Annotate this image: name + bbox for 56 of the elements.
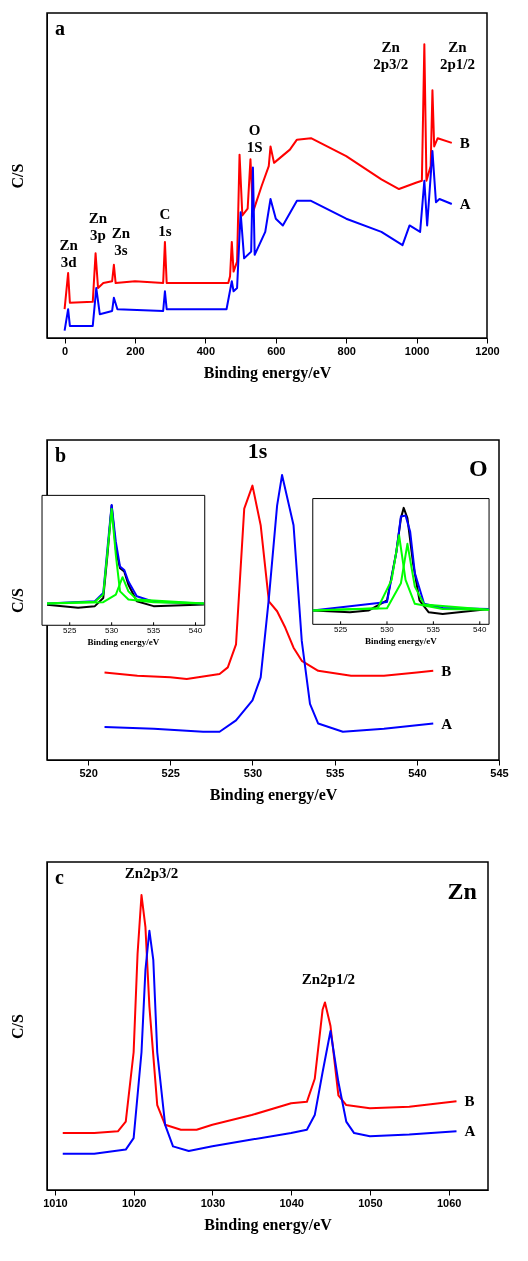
x-tick-label: 530 <box>380 625 395 635</box>
series-label: A <box>464 1123 476 1140</box>
chart-title: c <box>55 866 64 888</box>
series-label: A <box>459 196 471 212</box>
x-tick-label: 600 <box>267 344 286 357</box>
annotation: Zn 3s <box>111 225 131 259</box>
x-tick-label: 535 <box>146 626 161 636</box>
y-axis-title: C/S <box>8 1013 26 1039</box>
x-tick-label: 540 <box>473 625 487 635</box>
y-axis-title: C/S <box>8 587 26 613</box>
annotation: Zn 3d <box>59 237 79 271</box>
annotation: Zn2p1/2 <box>301 970 356 987</box>
x-axis-title: Binding energy/eV <box>209 785 338 804</box>
x-tick-label: 1010 <box>43 1196 68 1209</box>
series-label: B <box>464 1093 475 1110</box>
x-tick-label: 525 <box>161 766 180 779</box>
x-tick-label: 0 <box>62 344 69 357</box>
series-label: B <box>459 134 470 151</box>
x-tick-label: 200 <box>126 344 145 357</box>
y-axis-title: C/S <box>8 163 26 189</box>
x-tick-label: 400 <box>196 344 216 357</box>
x-tick-label: 525 <box>333 625 348 635</box>
text: Zn2p3/2 <box>124 864 179 881</box>
annotation: C 1s <box>158 205 172 239</box>
annotation: Zn 2p3/2 <box>373 39 409 73</box>
x-tick-label: 545 <box>490 766 509 779</box>
x-tick-label: 535 <box>325 766 345 779</box>
x-tick-label: 530 <box>243 766 263 779</box>
annotation: Zn 2p1/2 <box>440 39 476 73</box>
x-tick-label: 520 <box>79 766 98 779</box>
x-tick-label: 1060 <box>436 1196 462 1209</box>
text: 1s <box>247 437 268 463</box>
annotation: Zn 3p <box>88 210 108 244</box>
x-tick-label: 1000 <box>404 344 430 357</box>
series-label: B <box>441 662 452 679</box>
x-tick-label: 800 <box>337 344 356 357</box>
chart-title: a <box>55 17 65 39</box>
x-axis-title: Binding energy/eV <box>204 1215 333 1234</box>
x-tick-label: 1200 <box>475 344 500 357</box>
x-tick-label: 530 <box>104 626 119 636</box>
x-tick-label: 1050 <box>358 1196 383 1209</box>
x-tick-label: 1040 <box>279 1196 304 1209</box>
chart-title: b <box>55 444 67 466</box>
x-axis-title: Binding energy/eV <box>87 637 160 648</box>
x-tick-label: 1030 <box>200 1196 226 1209</box>
annotation: O 1S <box>246 121 263 155</box>
x-tick-label: 535 <box>426 625 441 635</box>
x-tick-label: 1020 <box>121 1196 147 1209</box>
annotation: O <box>469 454 488 481</box>
x-tick-label: 540 <box>188 626 203 636</box>
series-label: A <box>441 715 453 732</box>
x-tick-label: 540 <box>408 766 427 779</box>
annotation: Zn <box>447 877 477 904</box>
x-axis-title: Binding energy/eV <box>203 363 332 382</box>
x-axis-title: Binding energy/eV <box>365 636 438 647</box>
x-tick-label: 525 <box>63 626 77 636</box>
